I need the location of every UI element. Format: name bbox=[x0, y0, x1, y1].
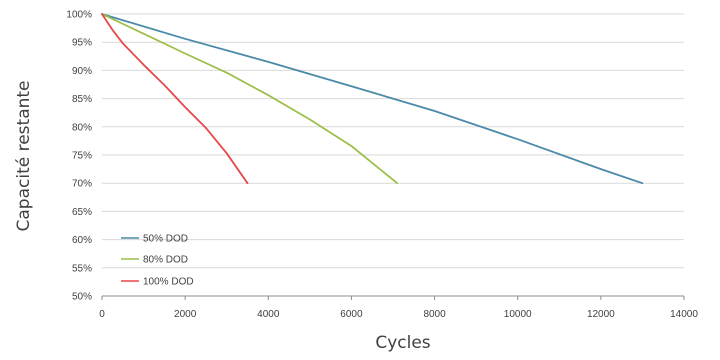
legend-item-80-dod: 80% DOD bbox=[121, 255, 188, 266]
x-axis-title: Cycles bbox=[375, 333, 430, 353]
y-tick-label: 100% bbox=[66, 10, 92, 21]
y-axis-title: Capacité restante bbox=[14, 80, 34, 231]
x-tick-label: 8000 bbox=[423, 309, 446, 320]
x-tick-label: 4000 bbox=[257, 309, 280, 320]
y-tick-label: 75% bbox=[72, 151, 92, 162]
y-tick-labels: 50% 55% 60% 65% 70% 75% 80% 85% 90% 95% 100% bbox=[66, 10, 92, 303]
x-tick-label: 14000 bbox=[670, 309, 698, 320]
series-line-100-dod bbox=[101, 13, 249, 185]
x-tick-label: 12000 bbox=[587, 309, 615, 320]
legend-label-100-dod: 100% DOD bbox=[143, 277, 194, 288]
legend-label-50-dod: 50% DOD bbox=[143, 234, 188, 245]
y-tick-label: 70% bbox=[72, 179, 92, 190]
y-tick-label: 80% bbox=[72, 122, 92, 133]
y-tick-label: 60% bbox=[72, 235, 92, 246]
y-tick-label: 85% bbox=[72, 94, 92, 105]
series-lines bbox=[101, 13, 644, 185]
legend-item-100-dod: 100% DOD bbox=[121, 277, 194, 288]
series-line-80-dod bbox=[101, 13, 399, 185]
y-tick-label: 55% bbox=[72, 263, 92, 274]
x-tick-label: 2000 bbox=[174, 309, 197, 320]
y-tick-label: 50% bbox=[72, 292, 92, 303]
y-tick-label: 90% bbox=[72, 66, 92, 77]
x-tick-labels: 0 2000 4000 6000 8000 10000 12000 14000 bbox=[99, 296, 698, 320]
legend-item-50-dod: 50% DOD bbox=[121, 234, 188, 245]
series-line-50-dod bbox=[101, 13, 644, 185]
legend: 50% DOD 80% DOD 100% DOD bbox=[121, 234, 194, 288]
y-tick-label: 95% bbox=[72, 38, 92, 49]
x-tick-label: 10000 bbox=[504, 309, 532, 320]
y-tick-label: 65% bbox=[72, 207, 92, 218]
x-tick-label: 6000 bbox=[340, 309, 363, 320]
grid-lines bbox=[102, 13, 684, 269]
x-tick-label: 0 bbox=[99, 309, 105, 320]
legend-label-80-dod: 80% DOD bbox=[143, 255, 188, 266]
